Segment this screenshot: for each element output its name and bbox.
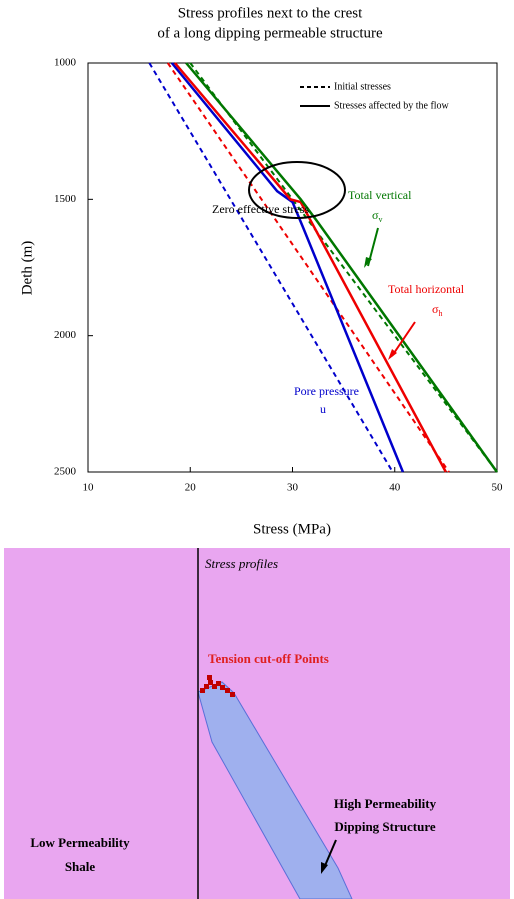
annotation: Total vertical <box>348 188 412 202</box>
x-axis-label: Stress (MPa) <box>253 521 331 537</box>
x-tick-label: 10 <box>83 482 95 494</box>
label: Low Permeability <box>30 835 130 850</box>
y-tick-label: 2000 <box>54 329 77 341</box>
point <box>208 680 213 685</box>
label: Tension cut-off Points <box>208 651 329 666</box>
point <box>212 684 217 689</box>
diagram-background <box>4 548 510 899</box>
annotation: u <box>320 402 326 416</box>
point <box>204 684 209 689</box>
y-tick-label: 1500 <box>54 193 77 205</box>
line <box>166 62 450 473</box>
line <box>170 62 405 473</box>
arrow-head <box>364 257 372 268</box>
x-tick-label: 40 <box>389 482 401 494</box>
x-tick-label: 30 <box>287 482 299 494</box>
line <box>173 62 447 473</box>
y-axis-label: Deth (m) <box>19 241 35 296</box>
highlight-ellipse <box>248 161 346 219</box>
annotation: Pore pressure <box>294 384 359 398</box>
arrow-head <box>321 862 328 874</box>
point <box>216 681 221 686</box>
subscript: v <box>378 215 382 224</box>
annotation: Zero effective stress <box>212 202 309 216</box>
symbol: σ <box>432 302 439 316</box>
legend-label: Initial stresses <box>334 81 391 92</box>
subscript: h <box>438 309 442 318</box>
arrow <box>323 839 337 869</box>
point <box>207 675 212 680</box>
chart-title: Stress profiles next to the crest <box>178 5 363 21</box>
diagram-title: Stress profiles <box>205 556 278 571</box>
point <box>200 688 205 693</box>
dipping-structure <box>197 681 353 899</box>
legend-label: Stresses affected by the flow <box>334 100 450 111</box>
x-tick-label: 20 <box>185 482 197 494</box>
arrow <box>391 321 416 357</box>
y-tick-label: 1000 <box>54 57 77 69</box>
annotation: σv <box>372 208 382 224</box>
point <box>230 692 235 697</box>
annotation: σh <box>432 302 442 318</box>
point <box>220 685 225 690</box>
annotation: Total horizontal <box>388 282 465 296</box>
plot-frame <box>87 62 498 473</box>
line <box>148 62 394 473</box>
symbol: σ <box>372 208 379 222</box>
label: Dipping Structure <box>334 819 435 834</box>
line <box>189 62 498 473</box>
point <box>225 688 230 693</box>
y-tick-label: 2500 <box>54 466 77 478</box>
line <box>185 62 499 473</box>
x-tick-label: 50 <box>492 482 504 494</box>
label: High Permeability <box>334 796 437 811</box>
label: Shale <box>65 859 96 874</box>
arrow-head <box>388 349 397 360</box>
chart-title: of a long dipping permeable structure <box>157 25 383 41</box>
tension-points <box>200 675 235 697</box>
